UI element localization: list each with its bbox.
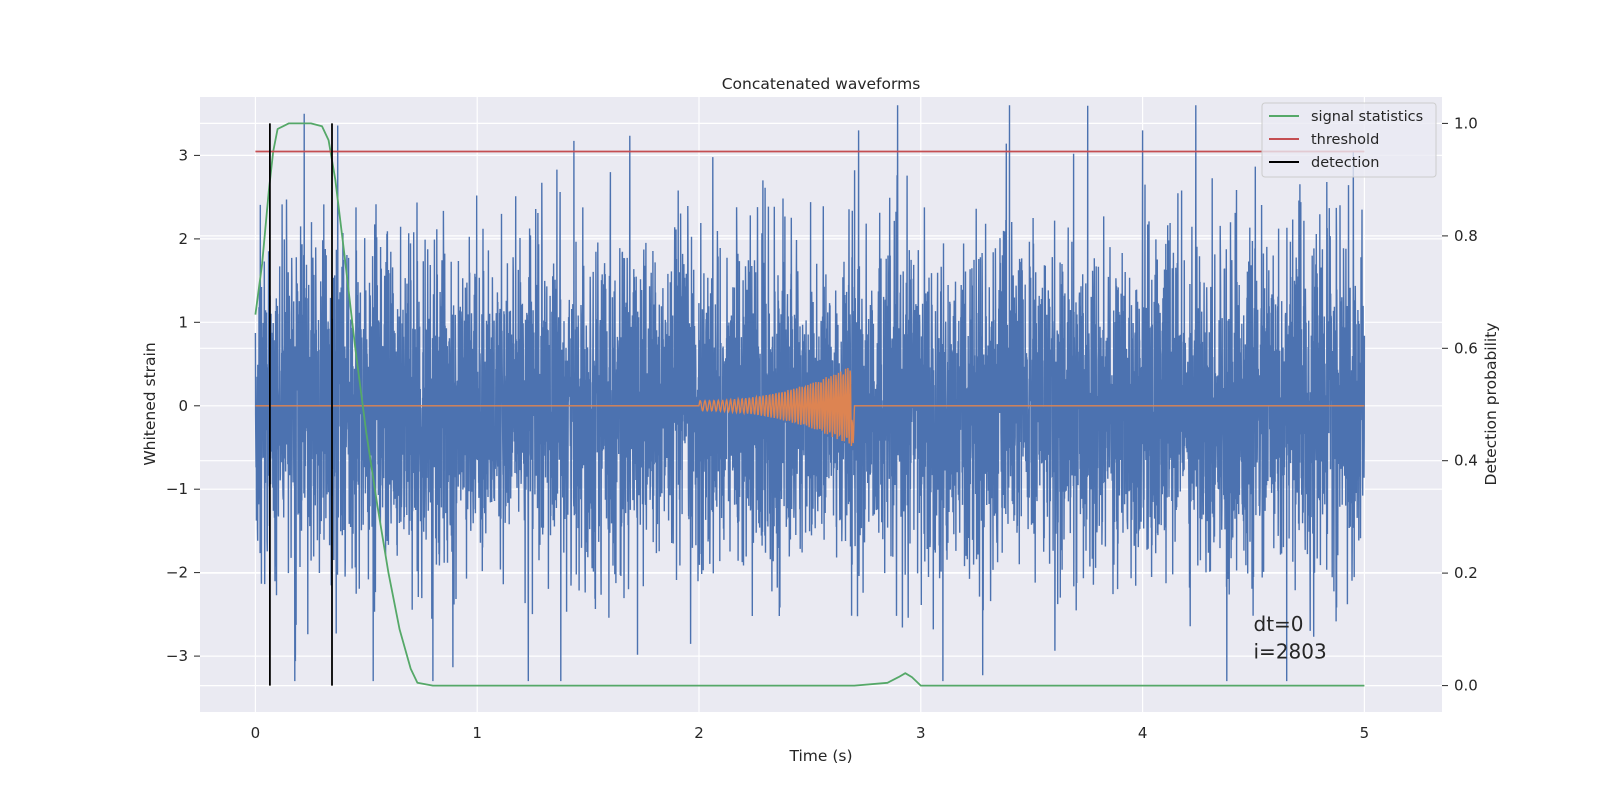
y-tick-label: −2 — [166, 564, 188, 582]
y-tick-label: −1 — [166, 480, 188, 498]
y2-axis-label: Detection probability — [1482, 323, 1500, 486]
y2-tick-label: 0.8 — [1454, 227, 1478, 245]
legend-label-threshold: threshold — [1311, 132, 1379, 148]
x-tick-label: 1 — [472, 724, 482, 742]
x-tick-label: 2 — [694, 724, 704, 742]
annotation-index: i=2803 — [1254, 640, 1327, 664]
y2-tick-label: 0.4 — [1454, 452, 1478, 470]
x-tick-label: 4 — [1138, 724, 1148, 742]
x-axis-label: Time (s) — [788, 747, 852, 765]
strain-trace — [254, 105, 1366, 682]
y2-tick-label: 0.2 — [1454, 564, 1478, 582]
chirp-series — [255, 367, 1365, 447]
tick-labels: 0 1 2 3 4 5 −3 −2 −1 0 1 2 3 0.0 0.2 0.4 0.6 0.8 1.0 — [166, 114, 1478, 742]
legend-label-detection: detection — [1311, 155, 1379, 171]
x-tick-label: 5 — [1360, 724, 1370, 742]
y-tick-label: 2 — [178, 230, 188, 248]
chirp-trace — [255, 367, 1365, 447]
probability-series — [254, 122, 1365, 687]
x-tick-label: 0 — [251, 724, 261, 742]
x-tick-label: 3 — [916, 724, 926, 742]
y-tick-label: 0 — [178, 397, 188, 415]
y2-tick-label: 0.6 — [1454, 339, 1478, 357]
y-axis-label: Whitened strain — [141, 342, 159, 465]
y2-tick-label: 1.0 — [1454, 114, 1478, 132]
signal-statistics-line — [254, 122, 1365, 687]
chart-title: Concatenated waveforms — [722, 75, 921, 93]
y2-tick-label: 0.0 — [1454, 677, 1478, 695]
y-tick-label: 1 — [178, 313, 188, 331]
annotation-dt: dt=0 — [1254, 612, 1304, 636]
legend: signal statistics threshold detection — [1261, 102, 1437, 178]
y-tick-label: 3 — [178, 146, 188, 164]
legend-box — [1261, 102, 1437, 178]
y-tick-label: −3 — [166, 647, 188, 665]
strain-series — [254, 105, 1366, 682]
legend-label-signal-statistics: signal statistics — [1311, 109, 1423, 125]
